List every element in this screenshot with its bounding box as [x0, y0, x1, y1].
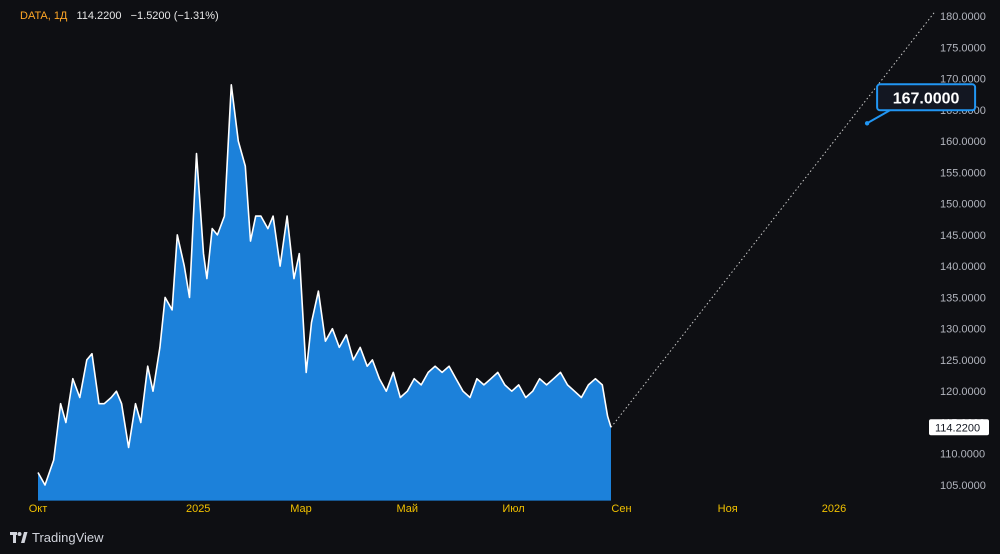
price-tick-label: 175.0000: [940, 42, 986, 54]
price-tick-label: 170.0000: [940, 74, 986, 86]
brand-name: TradingView: [32, 530, 104, 545]
price-tick-label: 110.0000: [940, 449, 985, 461]
time-tick-label: Июл: [502, 503, 524, 515]
price-axis[interactable]: 180.0000175.0000170.0000165.0000160.0000…: [929, 11, 989, 492]
price-change: −1.5200 (−1.31%): [130, 10, 219, 22]
price-tick-label: 150.0000: [940, 199, 986, 211]
projection-line[interactable]: [610, 11, 936, 428]
callout-label: 167.0000: [893, 90, 960, 107]
time-tick-label: Ноя: [718, 503, 738, 515]
time-tick-label: Мар: [290, 503, 312, 515]
tradingview-logo-icon: [10, 531, 28, 543]
callout-box[interactable]: [876, 83, 977, 112]
drawing-overlay[interactable]: 167.0000: [610, 11, 977, 428]
last-price-marker-label: 114.2200: [935, 422, 980, 434]
time-tick-label: 2026: [822, 503, 846, 515]
price-tick-label: 140.0000: [940, 261, 986, 273]
price-tick-label: 135.0000: [940, 292, 986, 304]
last-price-marker: [929, 419, 989, 436]
symbol-header: DATA, 1Д 114.2200 −1.5200 (−1.31%): [20, 10, 219, 22]
time-axis[interactable]: Окт 2025 Мар Май Июл Сен Ноя 2026: [29, 503, 847, 515]
price-tick-label: 120.0000: [940, 386, 986, 398]
price-tick-label: 145.0000: [940, 230, 986, 242]
area-fill: [38, 84, 611, 501]
price-tick-label: 180.0000: [940, 11, 986, 23]
time-tick-label: Май: [397, 503, 419, 515]
symbol-name[interactable]: DATA, 1Д: [20, 10, 68, 22]
price-tick-label: 160.0000: [940, 136, 986, 148]
price-tick-label: 155.0000: [940, 167, 986, 179]
price-tick-label: 125.0000: [940, 355, 986, 367]
line-layer: [37, 84, 612, 486]
price-line: [37, 84, 612, 486]
area-layer: [38, 84, 611, 501]
price-tick-label: 130.0000: [940, 324, 986, 336]
time-tick-label: Сен: [611, 503, 631, 515]
time-tick-label: 2025: [186, 503, 210, 515]
time-tick-label: Окт: [29, 503, 48, 515]
price-tick-label: 105.0000: [940, 480, 986, 492]
callout-anchor[interactable]: [864, 121, 870, 126]
last-price: 114.2200: [76, 10, 122, 22]
brand-logo[interactable]: TradingView: [10, 530, 104, 545]
